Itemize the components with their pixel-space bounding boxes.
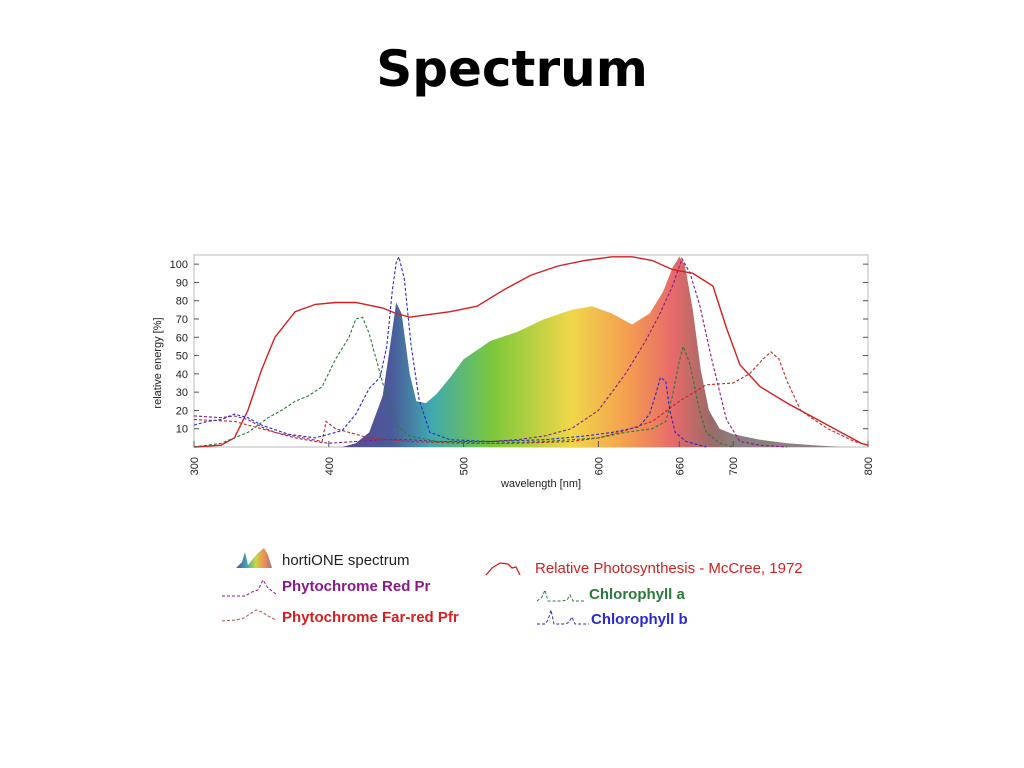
- legend-item-phyto-farred: Phytochrome Far-red Pfr: [221, 609, 459, 626]
- x-tick-label: 800: [863, 457, 875, 475]
- legend-label-mccree: Relative Photosynthesis - McCree, 1972: [535, 560, 803, 577]
- legend-swatch-mccree: [485, 562, 521, 576]
- x-tick-label: 300: [189, 457, 201, 475]
- series-layer: [193, 255, 869, 448]
- legend-item-chl-b: Chlorophyll b: [537, 609, 688, 628]
- x-tick-label: 660: [674, 457, 686, 475]
- series-relative-photosynthesis-mccree-1972: [193, 256, 869, 448]
- legend-swatch-chl-a: [536, 588, 586, 602]
- legend-label-phyto-farred: Phytochrome Far-red Pfr: [282, 609, 459, 626]
- legend-item-phyto-red: Phytochrome Red Pr: [222, 578, 431, 597]
- legend-label-chl-a: Chlorophyll a: [589, 586, 685, 603]
- legend-label-hortione: hortiONE spectrum: [282, 552, 410, 569]
- legend-label-chl-b: Chlorophyll b: [591, 611, 688, 628]
- legend-label-phyto-red: Phytochrome Red Pr: [282, 578, 431, 595]
- x-tick-label: 400: [324, 457, 336, 475]
- legend-item-chl-a: Chlorophyll a: [536, 586, 685, 603]
- series-phytochrome-far-red-pfr: [193, 351, 869, 446]
- y-tick-label: 30: [176, 387, 188, 399]
- legend-item-mccree: Relative Photosynthesis - McCree, 1972: [485, 560, 803, 577]
- legend-swatch-hortione: [236, 548, 272, 568]
- x-tick-label: 700: [728, 457, 740, 475]
- y-tick-label: 40: [176, 369, 188, 381]
- y-tick-label: 10: [176, 424, 188, 436]
- legend-item-hortione: hortiONE spectrum: [236, 548, 410, 569]
- y-tick-label: 50: [176, 351, 188, 363]
- page-title: Spectrum: [376, 40, 648, 98]
- series-chlorophyll-b: [193, 255, 707, 448]
- y-tick-label: 70: [176, 314, 188, 326]
- y-tick-label: 90: [176, 277, 188, 289]
- x-axis-title: wavelength [nm]: [500, 478, 581, 490]
- y-axis-title: relative energy [%]: [152, 317, 164, 408]
- legend: hortiONE spectrum Phytochrome Red Pr Phy…: [221, 548, 803, 628]
- legend-swatch-phyto-red: [222, 578, 277, 597]
- y-tick-label: 20: [176, 405, 188, 417]
- axes-layer: 10 20 30 40 50 60 70 80 90 100 300 400 500 600 660 700 8…: [152, 259, 875, 490]
- x-tick-label: 600: [593, 457, 605, 475]
- y-tick-label: 60: [176, 332, 188, 344]
- x-tick-label: 500: [459, 457, 471, 475]
- series-chlorophyll-a: [193, 316, 734, 448]
- legend-swatch-chl-b: [537, 609, 589, 625]
- legend-swatch-phyto-farred: [221, 609, 277, 622]
- series-hortione-spectrum: [342, 256, 842, 447]
- y-tick-label: 100: [170, 259, 188, 271]
- y-tick-label: 80: [176, 296, 188, 308]
